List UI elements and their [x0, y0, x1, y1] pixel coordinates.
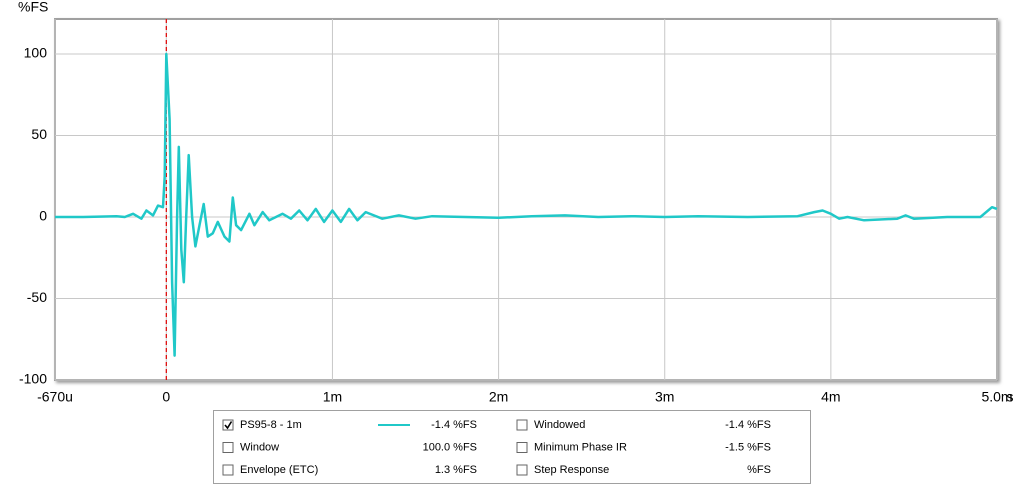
legend-item[interactable]: Envelope (ETC) 1.3 %FS: [222, 464, 477, 476]
x-tick-label: 3m: [655, 389, 674, 405]
legend-item[interactable]: PS95-8 - 1m -1.4 %FS: [222, 419, 477, 431]
legend-readout: -1.5 %FS: [725, 441, 771, 453]
checkbox[interactable]: [222, 419, 234, 431]
x-tick-label: -670u: [37, 389, 73, 405]
x-tick-label: 2m: [489, 389, 508, 405]
checkbox[interactable]: [516, 419, 528, 431]
legend-label: Step Response: [534, 464, 609, 476]
checkbox[interactable]: [222, 442, 234, 453]
y-tick-label: 0: [39, 208, 47, 224]
checkbox[interactable]: [516, 442, 528, 453]
legend-readout: -1.4 %FS: [725, 419, 771, 431]
checkmark: [224, 421, 233, 430]
legend-label: Envelope (ETC): [240, 464, 318, 476]
series-line: [55, 52, 998, 357]
legend-item[interactable]: Step Response %FS: [516, 464, 771, 476]
legend-label: Windowed: [534, 419, 585, 431]
legend-box: [213, 410, 811, 484]
legend-label: Minimum Phase IR: [534, 441, 627, 453]
legend-label: PS95-8 - 1m: [240, 419, 302, 431]
checkbox[interactable]: [222, 464, 234, 476]
x-axis-unit: s: [1007, 389, 1014, 405]
y-tick-label: -100: [19, 371, 47, 387]
checkbox[interactable]: [516, 464, 528, 476]
plot-area: [54, 18, 998, 381]
y-tick-label: 100: [24, 45, 48, 61]
legend-readout: %FS: [747, 464, 771, 476]
legend-readout: 100.0 %FS: [423, 441, 477, 453]
x-tick-label: 1m: [323, 389, 342, 405]
legend-readout: -1.4 %FS: [431, 419, 477, 431]
legend-item[interactable]: Window 100.0 %FS: [222, 441, 477, 453]
y-tick-label: -50: [27, 289, 47, 305]
y-tick-label: 50: [31, 126, 47, 142]
legend-label: Window: [240, 441, 279, 453]
x-tick-label: 4m: [821, 389, 840, 405]
legend-item[interactable]: Minimum Phase IR -1.5 %FS: [516, 441, 771, 453]
x-tick-label: 0: [162, 389, 170, 405]
legend-readout: 1.3 %FS: [435, 464, 477, 476]
legend-item[interactable]: Windowed -1.4 %FS: [516, 419, 771, 431]
legend: PS95-8 - 1m -1.4 %FS Window 100.0 %FS Envelo…: [222, 419, 771, 476]
x-tick-label: 5.0m: [981, 389, 1012, 405]
y-axis-label: %FS: [18, 0, 48, 15]
